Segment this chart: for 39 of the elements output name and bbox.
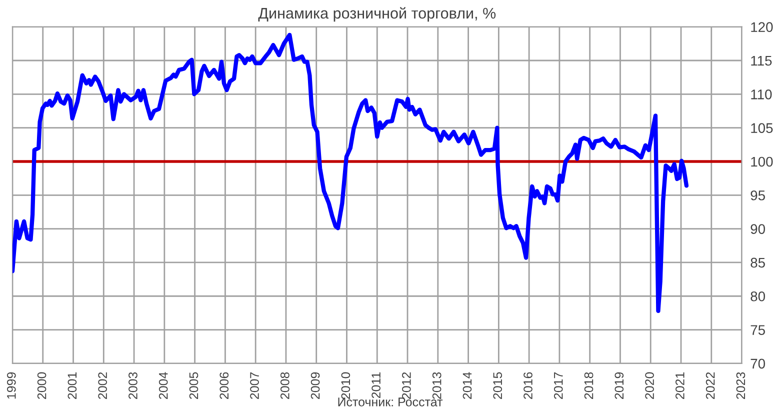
x-tick-label: 2011 — [372, 372, 380, 398]
x-tick-label: 2021 — [676, 372, 684, 399]
x-tick-label: 2015 — [493, 372, 502, 399]
x-tick-label: 2003 — [128, 372, 138, 399]
x-tick-label: 2023 — [736, 372, 746, 399]
x-tick-label: 1999 — [6, 372, 16, 399]
y-tick-label: 110 — [751, 90, 772, 100]
x-tick-label: 2017 — [554, 372, 563, 399]
y-tick-label: 85 — [750, 258, 765, 268]
x-tick-label: 2009 — [310, 372, 320, 399]
y-tick-label: 100 — [751, 156, 773, 167]
x-tick-label: 2016 — [524, 372, 532, 399]
x-tick-label: 2008 — [280, 372, 290, 399]
text: Источник: Росстат — [338, 398, 443, 406]
line-series — [12, 32, 689, 314]
y-tick-label: 115 — [751, 56, 772, 66]
chart-title: Динамика розничной торговли, % — [258, 7, 496, 22]
x-tick-label: 2002 — [98, 372, 107, 399]
x-tick-label: 2000 — [37, 372, 46, 399]
y-tick-label: 95 — [750, 190, 765, 200]
x-tick-label: 2004 — [158, 372, 168, 399]
x-tick-label: 2013 — [432, 372, 442, 399]
y-tick-label: 75 — [750, 325, 765, 335]
y-tick-label: 70 — [750, 358, 766, 369]
x-tick-label: 2005 — [189, 372, 198, 399]
x-tick-label: 2020 — [645, 372, 654, 399]
x-tick-label: 2010 — [341, 372, 350, 399]
x-tick-label: 2006 — [220, 372, 229, 399]
x-tick-label: 2001 — [68, 372, 77, 399]
y-tick-label: 105 — [751, 123, 773, 133]
x-tick-label: 2014 — [462, 372, 472, 399]
x-tick-label: 2019 — [614, 372, 624, 399]
y-tick-label: 90 — [750, 224, 766, 234]
x-tick-label: 2007 — [250, 372, 259, 399]
x-tick-label: 2012 — [402, 372, 411, 399]
y-tick-label: 120 — [751, 22, 773, 32]
y-tick-label: 80 — [750, 291, 766, 302]
x-tick-label: 2022 — [706, 372, 715, 399]
x-tick-label: 2018 — [584, 372, 594, 399]
